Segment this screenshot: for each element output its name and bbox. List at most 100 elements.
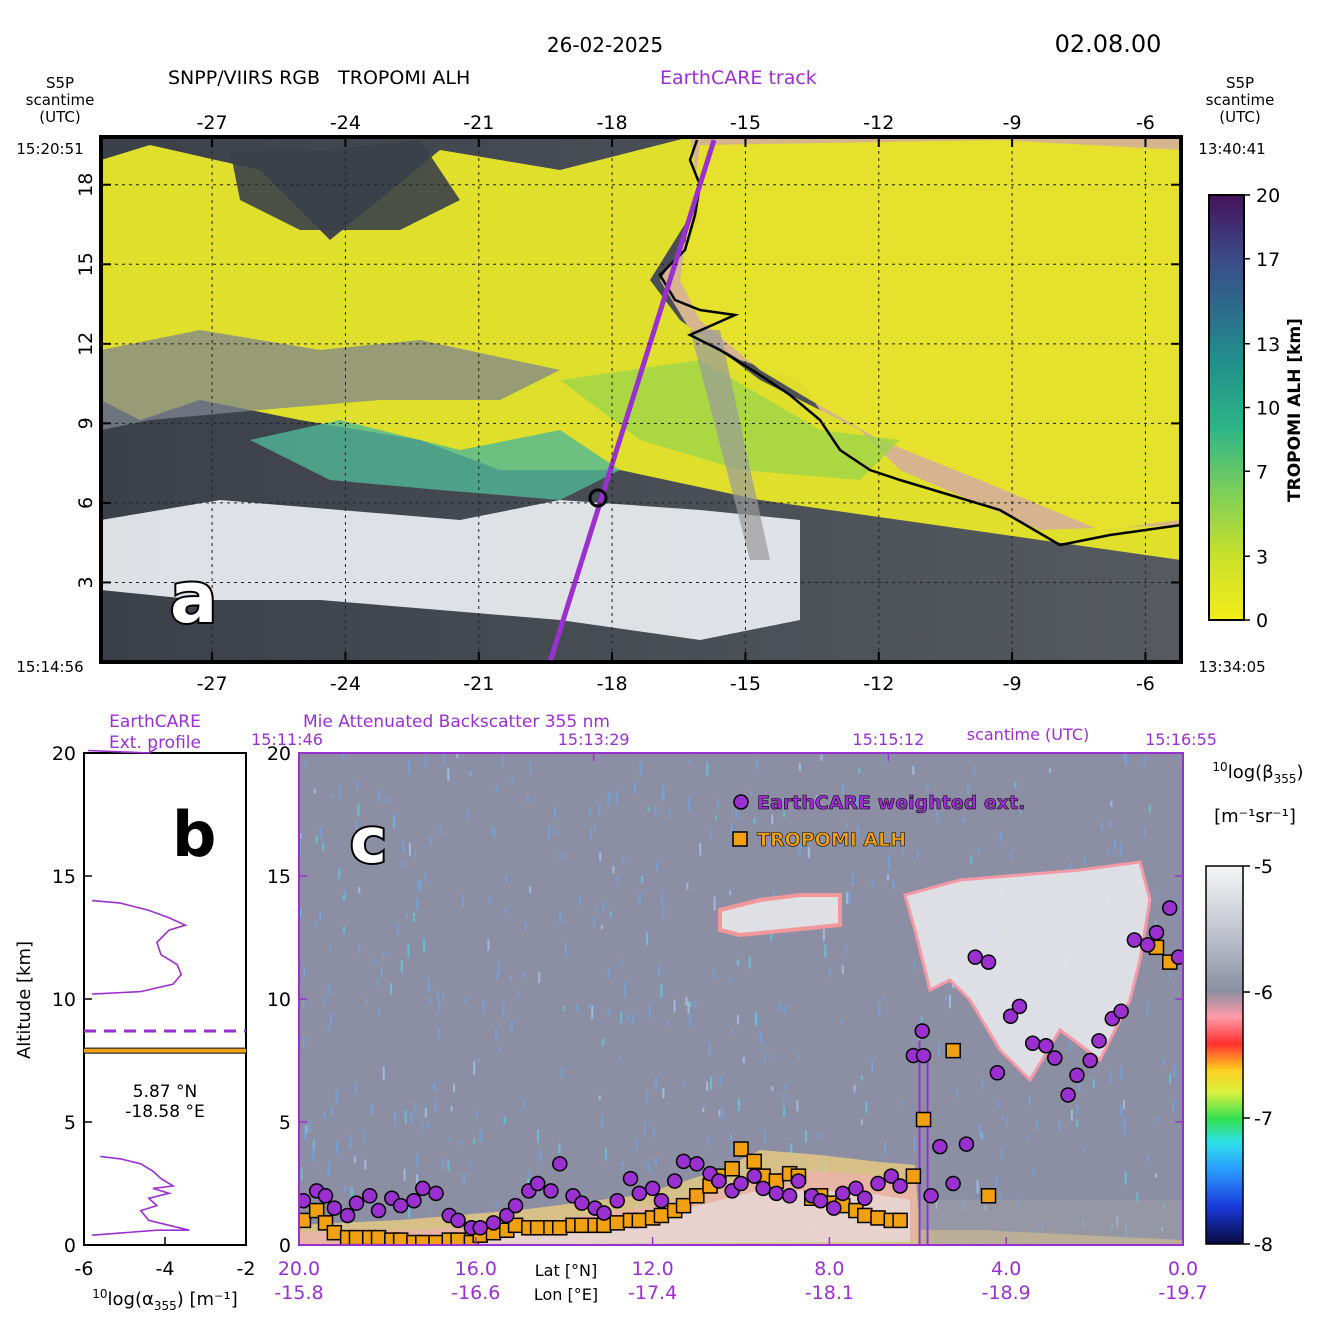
earthcare-ext-point <box>1170 949 1183 965</box>
earthcare-ext-point <box>1002 1008 1019 1024</box>
earthcare-ext-point <box>428 1185 444 1202</box>
earthcare-ext-point <box>498 1207 515 1224</box>
alh-field-east <box>680 140 1181 530</box>
curtain-ytick-label: 15 <box>267 866 291 888</box>
earthcare-ext-point <box>1139 937 1156 953</box>
curtain-lat-label: 8.0 <box>814 1258 844 1280</box>
profile-ytick-label: 0 <box>64 1235 76 1257</box>
profile-curve-cloud-layer <box>92 899 188 995</box>
curtain-lat-label: 20.0 <box>278 1258 320 1280</box>
earthcare-ext-point <box>361 1188 378 1204</box>
map-lon-label-bottom: -12 <box>863 673 894 695</box>
earthcare-ext-point <box>574 1195 590 1211</box>
map-lon-label-bottom: -15 <box>730 673 761 695</box>
curtain-lon-label: -15.8 <box>274 1282 323 1304</box>
beta-colorbar-tick-label: -7 <box>1254 1108 1273 1130</box>
beta-colorbar-tick-label: -5 <box>1254 856 1273 878</box>
curtain-ytick-label: 20 <box>267 743 291 765</box>
earthcare-ext-point <box>857 1190 873 1207</box>
tropomi-alh-point <box>415 1234 431 1245</box>
gray-cloud-band <box>101 330 560 430</box>
earthcare-ext-point <box>945 1175 961 1192</box>
map-lat-label: 3 <box>75 576 97 588</box>
tropomi-alh-point <box>348 1229 365 1245</box>
beta-colorbar-ramp <box>1205 865 1244 1245</box>
earthcare-ext-point <box>980 954 997 970</box>
profile-xlabel-sub: 355 <box>154 1299 177 1313</box>
curtain-title: Mie Attenuated Backscatter 355 nm <box>303 712 610 732</box>
earthcare-ext-point <box>299 1192 312 1209</box>
curtain-ytick-label: 0 <box>279 1235 291 1257</box>
curtain-lat-label: 0.0 <box>1168 1258 1198 1280</box>
curtain-ytick-label: 10 <box>267 989 291 1011</box>
earthcare-ext-point <box>1069 1067 1085 1084</box>
right-scantime-label-3: (UTC) <box>1219 108 1260 126</box>
earthcare-ext-point <box>348 1195 365 1211</box>
alh-colorbar-label: TROPOMI ALH [km] <box>1285 318 1305 502</box>
curtain-lat-label: 12.0 <box>631 1258 673 1280</box>
earthcare-ext-point <box>1161 900 1178 916</box>
alh-field-west <box>101 137 1181 560</box>
tropomi-alh-point <box>892 1212 908 1229</box>
panel-letter-a: a <box>170 557 217 639</box>
earthcare-ext-point <box>666 1173 683 1189</box>
curtain-time-label: 15:11:46 <box>251 730 323 749</box>
earthcare-ext-point <box>485 1215 502 1231</box>
earthcare-ext-point <box>790 1173 807 1189</box>
alh-blue-patch <box>250 420 620 500</box>
panel-letter-b: b <box>172 798 216 871</box>
map-lat-label: 6 <box>75 497 97 509</box>
left-scantime-label-2: scantime <box>26 91 95 109</box>
curtain-axis-ticks: 0510152020.0-15.816.0-16.612.0-17.48.0-1… <box>251 730 1217 1304</box>
beta-colorbar: 10log(β355) [m⁻¹sr⁻¹] -5 -6 -7 -8 <box>1205 760 1304 1256</box>
earthcare-ext-point <box>1011 998 1028 1015</box>
earthcare-ext-point <box>812 1192 829 1209</box>
time-bottom-left: 15:14:56 <box>16 658 83 676</box>
alh-colorbar-tick-label: 7 <box>1256 461 1268 483</box>
curtain-legend: EarthCARE weighted ext. TROPOMI ALH <box>732 792 1026 851</box>
earthcare-ext-point <box>870 1175 886 1192</box>
alh-colorbar-tick-label: 3 <box>1256 546 1268 568</box>
earthcare-ext-point <box>507 1197 524 1214</box>
map-lon-label-top: -15 <box>730 112 761 134</box>
profile-curve-upper-layer <box>87 747 158 754</box>
earthcare-ext-point <box>932 1138 948 1155</box>
earthcare-ext-point <box>834 1185 851 1202</box>
profile-title-2: Ext. profile <box>109 733 201 753</box>
earthcare-ext-point <box>1148 924 1165 941</box>
beta-colorbar-title: 10log(β355) <box>1212 760 1303 786</box>
earthcare-ext-point <box>958 1136 975 1152</box>
profile-curve-low-layer <box>92 1155 190 1236</box>
tropomi-alh-point <box>370 1229 387 1245</box>
right-scantime-label-2: scantime <box>1206 91 1275 109</box>
curtain-lon-label: -16.6 <box>451 1282 500 1304</box>
map-axis-ticks: -27 -27 -24 -24 -21 -21 -18 -18 -15 -15 -12 -12 -9 -9… <box>75 112 1181 695</box>
tropomi-alh-point <box>299 1212 312 1229</box>
tropomi-alh-point <box>574 1217 590 1234</box>
map-lon-label-top: -6 <box>1136 112 1155 134</box>
surface-layer-east <box>920 1200 1183 1245</box>
tropomi-alh-point <box>733 1141 749 1157</box>
curtain-scantime-label: scantime (UTC) <box>967 725 1090 744</box>
earthcare-ext-point <box>1047 1050 1063 1066</box>
profile-xlabel: 10log(α355) [m⁻¹] <box>92 1287 238 1313</box>
profile-ytick-label: 15 <box>52 866 76 888</box>
earthcare-ext-point <box>596 1205 612 1221</box>
version-label: 02.08.00 <box>1055 30 1162 58</box>
tropomi-alh-point <box>905 1168 922 1184</box>
earthcare-ext-point <box>653 1192 670 1209</box>
earthcare-ext-point <box>529 1175 546 1192</box>
left-scantime-label-1: S5P <box>46 74 74 92</box>
earthcare-ext-point <box>1060 1087 1076 1103</box>
selected-location-marker <box>588 488 608 508</box>
alh-colorbar-tick-label: 0 <box>1256 610 1268 632</box>
date-label: 26-02-2025 <box>547 33 663 57</box>
earthcare-ext-point <box>755 1180 771 1197</box>
tropomi-alh-point <box>915 1111 932 1128</box>
earthcare-ext-point <box>746 1168 763 1184</box>
right-scantime-label-1: S5P <box>1226 74 1254 92</box>
beta-colorbar-unit: [m⁻¹sr⁻¹] <box>1214 806 1296 827</box>
earthcare-ext-point <box>892 1178 908 1194</box>
map-lat-label: 12 <box>75 332 97 356</box>
map-lon-label-bottom: -6 <box>1136 673 1155 695</box>
